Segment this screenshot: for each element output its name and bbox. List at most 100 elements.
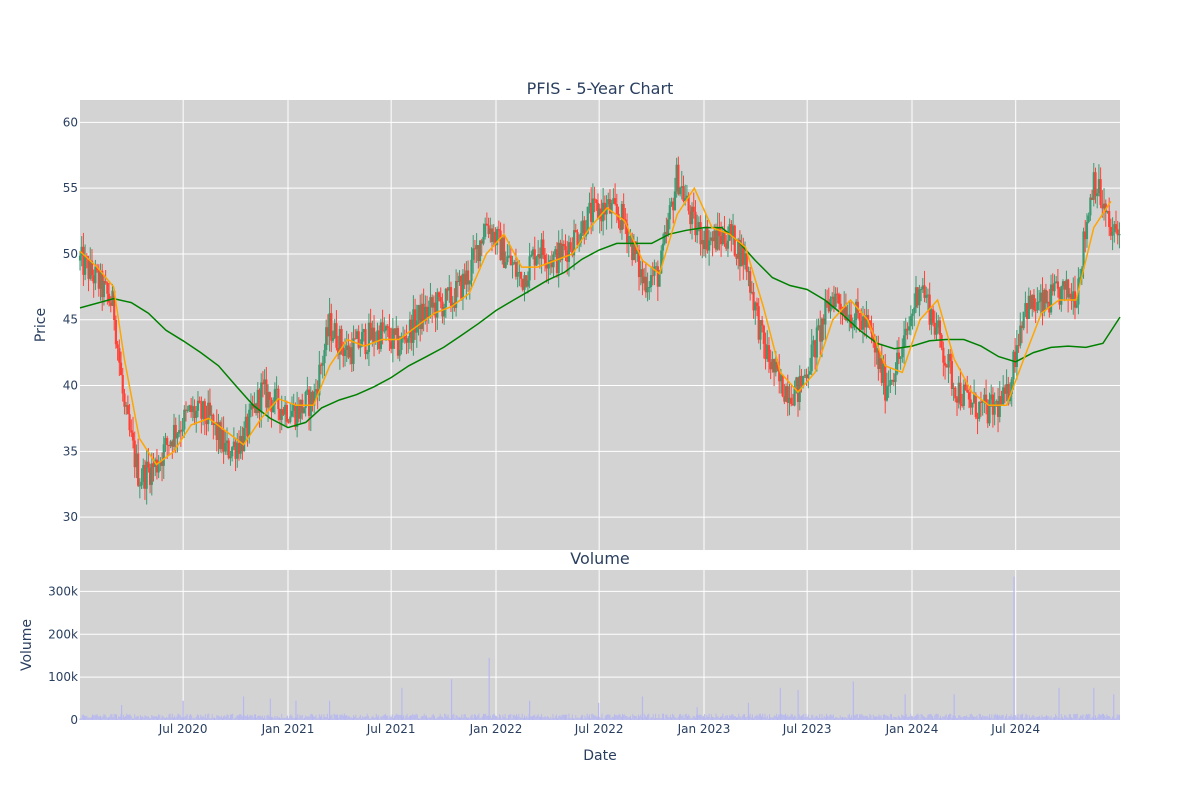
candle-body bbox=[504, 262, 507, 268]
candle-body bbox=[222, 429, 225, 452]
candle-body bbox=[885, 386, 889, 401]
candle-body bbox=[913, 307, 916, 314]
volume-bar bbox=[686, 716, 688, 720]
candle-body bbox=[302, 408, 306, 414]
volume-bar bbox=[1112, 716, 1114, 720]
volume-spike-bar bbox=[529, 700, 531, 720]
volume-spike-bar bbox=[242, 696, 245, 720]
volume-bar bbox=[789, 716, 791, 720]
volume-bar bbox=[774, 716, 776, 720]
volume-bar bbox=[332, 718, 334, 720]
candle-body bbox=[1084, 231, 1087, 240]
candle-body bbox=[1051, 284, 1054, 292]
volume-bar bbox=[791, 714, 793, 720]
volume-bar bbox=[1049, 717, 1051, 720]
candle-body bbox=[543, 254, 547, 265]
volume-bar bbox=[960, 716, 962, 720]
volume-bar bbox=[560, 716, 562, 720]
volume-bar bbox=[557, 718, 559, 720]
volume-bar bbox=[561, 714, 563, 720]
volume-bar bbox=[914, 715, 916, 720]
volume-bar bbox=[522, 717, 524, 720]
volume-bar bbox=[588, 714, 590, 720]
candle-body bbox=[619, 220, 622, 230]
candle-body bbox=[884, 364, 887, 401]
candle-body bbox=[1109, 227, 1112, 236]
candle-body bbox=[689, 210, 692, 225]
volume-bar bbox=[1019, 714, 1021, 720]
volume-bar bbox=[1055, 714, 1057, 720]
volume-bar bbox=[136, 716, 138, 720]
candle-body bbox=[952, 387, 955, 389]
candle-body bbox=[455, 280, 458, 308]
volume-bar bbox=[288, 718, 290, 720]
candle-body bbox=[261, 382, 265, 385]
price-tick-label: 50 bbox=[63, 247, 78, 261]
candle-body bbox=[843, 306, 846, 315]
volume-bar bbox=[941, 718, 943, 720]
volume-bar bbox=[386, 715, 388, 720]
volume-bar bbox=[539, 716, 541, 720]
volume-bar bbox=[992, 718, 994, 720]
candle-body bbox=[754, 302, 757, 311]
volume-bar bbox=[1063, 718, 1065, 720]
candle-body bbox=[677, 164, 680, 195]
candle-body bbox=[595, 199, 598, 204]
volume-bar bbox=[735, 717, 737, 720]
volume-bar bbox=[306, 716, 308, 720]
candle-body bbox=[94, 266, 97, 284]
volume-bar bbox=[787, 714, 789, 720]
volume-bar bbox=[161, 715, 163, 720]
candle-body bbox=[725, 243, 728, 249]
volume-bar bbox=[701, 716, 703, 720]
volume-bar bbox=[1099, 714, 1101, 720]
volume-bar bbox=[1080, 715, 1082, 720]
volume-bar bbox=[856, 714, 858, 720]
candle-body bbox=[137, 453, 140, 486]
volume-bar bbox=[1006, 714, 1008, 720]
volume-bar bbox=[1050, 715, 1052, 720]
volume-bar bbox=[1096, 718, 1098, 720]
candle-body bbox=[362, 329, 365, 333]
candle-body bbox=[104, 281, 107, 283]
candle-body bbox=[181, 429, 184, 432]
volume-bar bbox=[999, 715, 1001, 720]
volume-bar bbox=[918, 714, 920, 720]
candle-body bbox=[485, 223, 488, 226]
volume-bar bbox=[80, 718, 82, 720]
candle-body bbox=[894, 373, 897, 382]
volume-bar bbox=[754, 716, 756, 720]
volume-bar bbox=[843, 717, 845, 720]
candle-body bbox=[523, 275, 526, 290]
candle-body bbox=[861, 316, 865, 330]
volume-bar bbox=[1047, 716, 1049, 720]
volume-bar bbox=[898, 716, 900, 720]
candle-body bbox=[562, 244, 565, 247]
candle-body bbox=[212, 414, 215, 426]
volume-bar bbox=[1007, 718, 1009, 720]
volume-bar bbox=[153, 716, 155, 720]
volume-bar bbox=[707, 716, 709, 720]
candle-body bbox=[687, 195, 690, 211]
volume-bar bbox=[142, 716, 144, 720]
candle-body bbox=[837, 294, 841, 304]
volume-bar bbox=[614, 714, 616, 720]
volume-bar bbox=[146, 716, 148, 720]
candle-body bbox=[757, 306, 760, 340]
candle-body bbox=[335, 323, 338, 348]
volume-bar bbox=[129, 714, 131, 720]
volume-bar bbox=[367, 715, 369, 720]
volume-spike-bar bbox=[641, 696, 644, 720]
volume-bar bbox=[1056, 715, 1058, 720]
candle-body bbox=[808, 371, 812, 375]
candle-body bbox=[1075, 304, 1078, 308]
volume-bar bbox=[822, 717, 824, 720]
volume-bar bbox=[694, 717, 696, 720]
volume-bar bbox=[256, 717, 258, 720]
candle-body bbox=[126, 405, 129, 415]
volume-bar bbox=[832, 714, 834, 720]
volume-bar bbox=[683, 717, 685, 720]
volume-bar bbox=[917, 713, 919, 720]
